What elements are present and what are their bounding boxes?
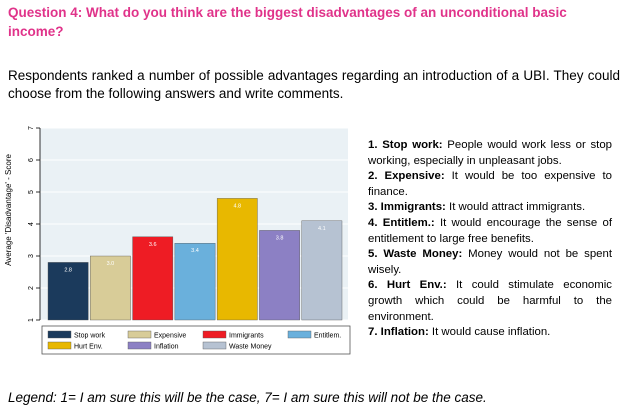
bar [259,230,300,321]
y-tick-label: 4 [28,222,35,226]
legend-label: Immigrants [229,333,264,340]
answer-text: It would cause inflation. [428,326,551,339]
chart-legend: Stop work Expensive Immigrants Entitlem. Hur… [41,325,351,355]
answer-text: It could stimulate economic growth which… [368,279,612,323]
legend-label: Stop work [74,333,106,340]
answer-label: 2. Expensive: [368,170,445,183]
bar [301,220,343,321]
y-tick-label: 3 [28,254,35,258]
answer-text: Money would not be spent wisely. [368,248,612,276]
intro-paragraph: Respondents ranked a number of possible … [8,68,620,101]
bar-value-label: 3.8 [276,235,284,241]
chart-bars: 2.8 3.0 3.6 3.4 4.8 3.8 4.1 [47,198,343,321]
answer-item: 4. Entitlem.: It would encourage the sen… [368,216,612,247]
y-axis-label: Average 'Disadvantage' - Score [4,154,13,266]
legend-swatch [127,341,152,350]
answer-label: 4. Entitlem.: [368,216,435,229]
bar [132,236,174,321]
y-tick-label: 7 [28,126,35,130]
y-axis: 1 2 3 4 5 6 7 [28,126,41,322]
answer-item: 5. Waste Money: Money would not be spent… [368,247,612,278]
bar-value-label: 3.6 [149,242,157,248]
answer-label: 7. Inflation: [368,326,429,339]
bar-value-label: 3.0 [107,261,115,267]
bar [47,262,89,321]
answer-item: 2. Expensive: It would be too expensive … [368,169,612,200]
y-tick-label: 6 [28,158,35,162]
legend-swatch [202,341,227,350]
scale-legend-note: Legend: 1= I am sure this will be the ca… [8,390,487,405]
y-tick-label: 1 [28,318,35,322]
y-tick-label: 2 [28,286,35,290]
answer-label: 3. Immigrants: [368,201,446,214]
answer-text: It would be too expensive to finance. [368,170,612,198]
legend-box [41,325,351,355]
legend-swatch [202,330,227,339]
bar-value-label: 3.4 [191,248,199,254]
legend-swatch [287,330,312,339]
answer-item: 7. Inflation: It would cause inflation. [368,325,612,341]
answer-item: 1. Stop work: People would work less or … [368,138,612,169]
bar [174,242,216,321]
legend-label: Expensive [154,333,186,340]
answer-label: 1. Stop work: [368,139,443,151]
legend-swatch [47,330,72,339]
question-title: Question 4: What do you think are the bi… [8,5,567,39]
legend-label: Entitlem. [314,333,341,340]
answer-label: 6. Hurt Env.: [368,279,447,292]
legend-swatch [127,330,152,339]
answer-label: 5. Waste Money: [368,248,463,261]
legend-label: Waste Money [229,344,272,351]
bar [90,255,131,321]
legend-label: Hurt Env. [74,344,103,351]
bar-value-label: 2.8 [64,267,72,273]
answer-item: 3. Immigrants: It would attract immigran… [368,200,612,216]
bar-chart: 2.8 3.0 3.6 3.4 4.8 3.8 4.1 1 2 3 4 5 6 7 Average 'D… [0,118,364,360]
legend-label: Inflation [154,344,179,351]
answer-text: It would encourage the sense of entitlem… [368,216,612,245]
bar-value-label: 4.8 [233,203,241,209]
answer-list: 1. Stop work: People would work less or … [368,138,612,341]
y-tick-label: 5 [28,190,35,194]
legend-swatch [47,341,72,350]
answer-item: 6. Hurt Env.: It could stimulate economi… [368,278,612,325]
answer-text: People would work less or stop working, … [368,139,612,167]
bar [216,198,258,321]
bar-value-label: 4.1 [318,226,326,232]
answer-text: It would attract immigrants. [445,201,586,214]
